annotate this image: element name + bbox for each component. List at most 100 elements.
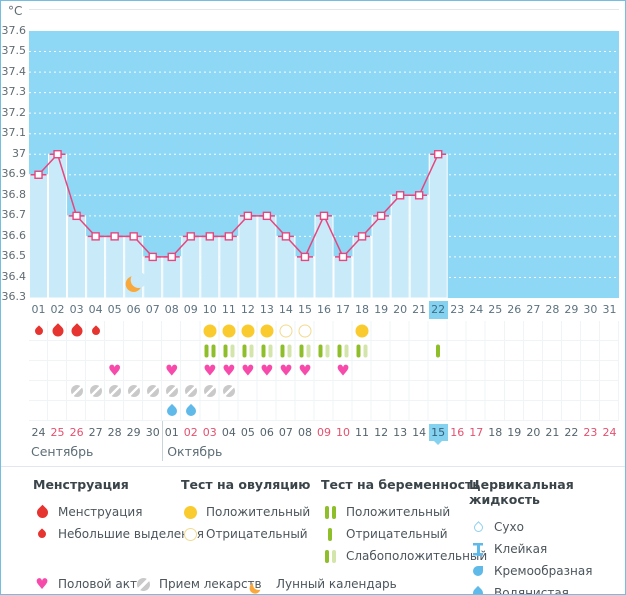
cycle-day-cell[interactable]: 07 bbox=[145, 303, 160, 316]
date-cell[interactable]: 16 bbox=[450, 426, 465, 439]
temperature-point[interactable] bbox=[129, 232, 138, 241]
medication-pill-icon[interactable] bbox=[89, 385, 102, 397]
temperature-point[interactable] bbox=[319, 211, 329, 221]
intercourse-heart-icon[interactable]: ♥ bbox=[108, 363, 121, 379]
date-cell[interactable]: 06 bbox=[259, 426, 274, 439]
temperature-point[interactable] bbox=[53, 150, 62, 159]
medication-pill-icon[interactable] bbox=[184, 385, 197, 397]
date-cell[interactable]: 04 bbox=[221, 426, 236, 439]
date-cell[interactable]: 13 bbox=[393, 426, 408, 439]
cycle-day-cell[interactable]: 18 bbox=[355, 303, 370, 316]
cycle-day-cell[interactable]: 01 bbox=[31, 303, 46, 316]
intercourse-heart-icon[interactable]: ♥ bbox=[279, 363, 292, 379]
date-cell[interactable]: 19 bbox=[507, 426, 522, 439]
date-cell[interactable]: 21 bbox=[545, 426, 560, 439]
temperature-point[interactable] bbox=[262, 211, 272, 221]
cycle-day-cell[interactable]: 26 bbox=[507, 303, 522, 316]
cycle-day-cell[interactable]: 17 bbox=[336, 303, 351, 316]
ovulation-test-icon[interactable] bbox=[222, 324, 236, 338]
pregnancy-test-icon[interactable] bbox=[436, 344, 441, 358]
medication-pill-icon[interactable] bbox=[146, 385, 159, 397]
cycle-day-cell[interactable]: 11 bbox=[221, 303, 236, 316]
temperature-point[interactable] bbox=[186, 232, 195, 241]
cycle-day-cell[interactable]: 14 bbox=[278, 303, 293, 316]
date-cell[interactable]: 26 bbox=[69, 426, 84, 439]
menstruation-drop-icon[interactable] bbox=[89, 325, 102, 337]
temperature-point[interactable] bbox=[167, 252, 176, 262]
date-cell[interactable]: 15 bbox=[428, 424, 448, 445]
cycle-day-cell[interactable]: 29 bbox=[564, 303, 579, 316]
date-cell[interactable]: 25 bbox=[50, 426, 65, 439]
medication-pill-icon[interactable] bbox=[165, 385, 178, 397]
pregnancy-test-icon[interactable] bbox=[261, 344, 273, 358]
cycle-day-cell[interactable]: 19 bbox=[374, 303, 389, 316]
temperature-point[interactable] bbox=[224, 232, 234, 241]
menstruation-drop-icon[interactable] bbox=[68, 323, 85, 339]
date-cell[interactable]: 08 bbox=[297, 426, 312, 439]
date-cell[interactable]: 20 bbox=[526, 426, 541, 439]
menstruation-drop-icon[interactable] bbox=[49, 323, 66, 339]
cycle-day-cell[interactable]: 24 bbox=[469, 303, 484, 316]
cycle-day-cell[interactable]: 03 bbox=[69, 303, 84, 316]
temperature-point[interactable] bbox=[34, 170, 43, 179]
cycle-day-cell[interactable]: 23 bbox=[450, 303, 465, 316]
temperature-point[interactable] bbox=[433, 150, 443, 159]
pregnancy-test-icon[interactable] bbox=[280, 344, 292, 358]
pregnancy-test-icon[interactable] bbox=[318, 344, 330, 358]
medication-pill-icon[interactable] bbox=[70, 385, 83, 397]
cycle-day-cell[interactable]: 31 bbox=[602, 303, 617, 316]
cycle-day-cell[interactable]: 28 bbox=[545, 303, 560, 316]
cycle-day-cell[interactable]: 05 bbox=[107, 303, 122, 316]
temperature-point[interactable] bbox=[281, 232, 291, 241]
date-cell[interactable]: 22 bbox=[564, 426, 579, 439]
date-cell[interactable]: 14 bbox=[412, 426, 427, 439]
intercourse-heart-icon[interactable]: ♥ bbox=[260, 363, 273, 379]
cycle-day-cell[interactable]: 25 bbox=[488, 303, 503, 316]
cycle-day-cell[interactable]: 30 bbox=[583, 303, 598, 316]
date-cell[interactable]: 24 bbox=[31, 426, 46, 439]
medication-pill-icon[interactable] bbox=[108, 385, 121, 397]
temperature-point[interactable] bbox=[72, 211, 81, 221]
cycle-day-cell[interactable]: 06 bbox=[126, 303, 141, 316]
cycle-day-cell[interactable]: 13 bbox=[259, 303, 274, 316]
date-cell[interactable]: 30 bbox=[145, 426, 160, 439]
intercourse-heart-icon[interactable]: ♥ bbox=[241, 363, 254, 379]
intercourse-heart-icon[interactable]: ♥ bbox=[222, 363, 235, 379]
date-cell[interactable]: 23 bbox=[583, 426, 598, 439]
pregnancy-test-icon[interactable] bbox=[337, 344, 349, 358]
cycle-day-cell[interactable]: 22 bbox=[428, 301, 448, 319]
menstruation-drop-icon[interactable] bbox=[32, 325, 45, 337]
date-cell[interactable]: 17 bbox=[469, 426, 484, 439]
temperature-point[interactable] bbox=[414, 191, 424, 200]
temperature-point[interactable] bbox=[300, 252, 310, 262]
date-cell[interactable]: 10 bbox=[336, 426, 351, 439]
pregnancy-test-icon[interactable] bbox=[356, 344, 368, 358]
intercourse-heart-icon[interactable]: ♥ bbox=[336, 363, 349, 379]
pregnancy-test-icon[interactable] bbox=[223, 344, 235, 358]
temperature-point[interactable] bbox=[338, 252, 348, 262]
cycle-day-cell[interactable]: 20 bbox=[393, 303, 408, 316]
cycle-day-cell[interactable]: 04 bbox=[88, 303, 103, 316]
date-cell[interactable]: 05 bbox=[240, 426, 255, 439]
intercourse-heart-icon[interactable]: ♥ bbox=[203, 363, 216, 379]
date-cell[interactable]: 09 bbox=[316, 426, 331, 439]
cervical-fluid-icon[interactable] bbox=[164, 403, 179, 419]
date-cell[interactable]: 12 bbox=[374, 426, 389, 439]
date-cell[interactable]: 29 bbox=[126, 426, 141, 439]
cycle-day-cell[interactable]: 27 bbox=[526, 303, 541, 316]
medication-pill-icon[interactable] bbox=[203, 385, 216, 397]
temperature-point[interactable] bbox=[357, 232, 367, 241]
intercourse-heart-icon[interactable]: ♥ bbox=[298, 363, 311, 379]
medication-pill-icon[interactable] bbox=[127, 385, 140, 397]
cycle-day-cell[interactable]: 10 bbox=[202, 303, 217, 316]
cycle-day-cell[interactable]: 08 bbox=[164, 303, 179, 316]
temperature-point[interactable] bbox=[91, 232, 100, 241]
ovulation-test-icon[interactable] bbox=[279, 324, 293, 338]
temperature-point[interactable] bbox=[243, 211, 253, 221]
cycle-day-cell[interactable]: 02 bbox=[50, 303, 65, 316]
cycle-day-cell[interactable]: 15 bbox=[297, 303, 312, 316]
date-cell[interactable]: 03 bbox=[202, 426, 217, 439]
cycle-day-cell[interactable]: 21 bbox=[412, 303, 427, 316]
pregnancy-test-icon[interactable] bbox=[299, 344, 311, 358]
temperature-point[interactable] bbox=[395, 191, 405, 200]
